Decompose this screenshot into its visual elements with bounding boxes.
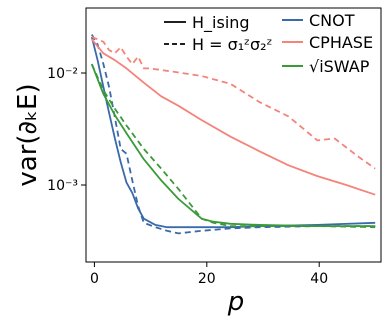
legend-label-cphase: CPHASE [309,33,373,52]
series-line-iswap-solid [90,63,376,228]
series-layer [90,34,376,235]
legend-hamiltonian: H_ising H = σ₁ᶻσ₂ᶻ [164,13,272,54]
y-tick-label: 10⁻³ [47,178,78,194]
series-line-cphase-dashed [91,36,376,170]
series-line-iswap-dashed [90,63,376,229]
x-tick-label: 0 [90,271,99,287]
legend-label-h-ising: H_ising [192,13,250,33]
x-tick-label: 20 [198,271,216,287]
y-axis-ticks: 10⁻³ 10⁻² [47,66,86,194]
y-axis-label: var(∂ₖE) [13,83,43,186]
legend-gates: CNOT CPHASE √iSWAP [282,11,373,76]
x-axis-ticks: 0 20 40 [90,262,328,287]
legend-label-h-sigma: H = σ₁ᶻσ₂ᶻ [192,35,272,54]
series-line-cnot-dashed [91,34,376,235]
series-line-cphase-solid [91,38,376,196]
series-line-cnot-solid [90,36,376,229]
x-tick-label: 40 [310,271,328,287]
plot-frame [85,7,382,263]
legend-label-iswap: √iSWAP [309,57,370,76]
x-axis-label: p [227,287,245,317]
y-tick-label: 10⁻² [47,66,78,82]
legend-label-cnot: CNOT [309,11,355,30]
